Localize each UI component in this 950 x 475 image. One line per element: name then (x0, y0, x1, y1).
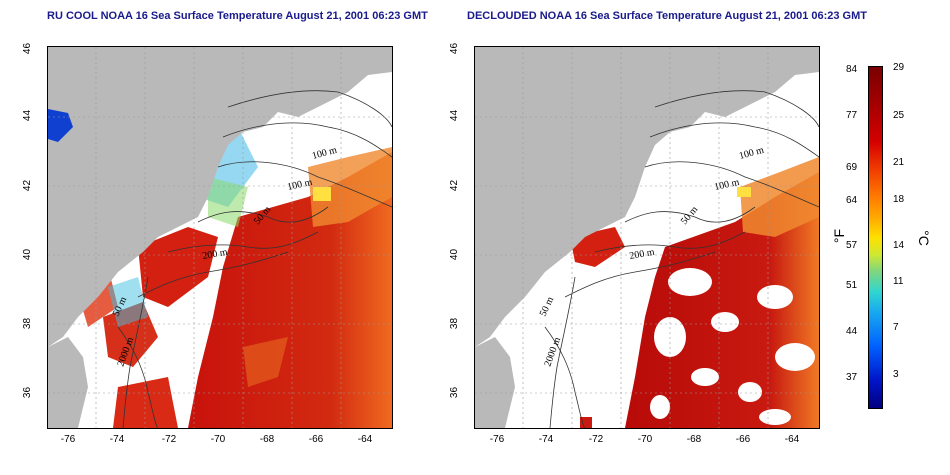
y-tick: 42 (449, 179, 461, 192)
colorbar-f-label: 44 (846, 326, 858, 337)
x-tick: -76 (489, 434, 505, 445)
y-tick: 38 (22, 317, 34, 330)
y-tick: 40 (22, 248, 34, 261)
right-sst-map: 100 m 100 m 50 m 200 m 50 m 2000 m (474, 46, 820, 429)
colorbar-f-label: 64 (846, 195, 858, 206)
contour-label: 100 m (286, 177, 313, 193)
y-tick: 46 (22, 42, 34, 55)
left-panel-title: RU COOL NOAA 16 Sea Surface Temperature … (47, 10, 428, 22)
temperature-colorbar (868, 66, 883, 409)
bathymetry-contours (544, 90, 819, 428)
left-sst-map: 100 m 100 m 50 m 200 m 50 m 2000 m (47, 46, 393, 429)
lat-lon-grid (475, 47, 819, 428)
x-tick: -74 (109, 434, 125, 445)
x-tick: -64 (357, 434, 373, 445)
x-tick: -74 (538, 434, 554, 445)
y-tick: 44 (22, 109, 34, 122)
y-tick: 36 (449, 386, 461, 399)
colorbar-c-label: 18 (893, 194, 905, 205)
colorbar-f-label: 69 (846, 162, 858, 173)
contour-label: 200 m (629, 247, 656, 262)
x-tick: -72 (588, 434, 604, 445)
y-tick: 46 (449, 42, 461, 55)
colorbar-c-label: 14 (893, 240, 905, 251)
y-tick: 40 (449, 248, 461, 261)
y-tick: 42 (22, 179, 34, 192)
colorbar-c-label: 29 (893, 62, 905, 73)
x-tick: -68 (686, 434, 702, 445)
contour-label: 200 m (202, 247, 229, 262)
x-tick: -68 (259, 434, 275, 445)
y-tick: 38 (449, 317, 461, 330)
x-tick: -66 (735, 434, 751, 445)
colorbar-f-label: 37 (846, 372, 858, 383)
y-tick: 44 (449, 109, 461, 122)
colorbar-c-label: 25 (893, 110, 905, 121)
land-mass (475, 47, 819, 347)
x-tick: -64 (784, 434, 800, 445)
colorbar-f-label: 84 (846, 64, 858, 75)
celsius-unit-label: °C (915, 230, 932, 246)
colorbar-c-label: 21 (893, 157, 905, 168)
colorbar-f-label: 57 (846, 240, 858, 251)
right-panel-title: DECLOUDED NOAA 16 Sea Surface Temperatur… (467, 10, 867, 22)
x-tick: -70 (210, 434, 226, 445)
x-tick: -72 (161, 434, 177, 445)
y-tick: 36 (22, 386, 34, 399)
colorbar-c-label: 7 (893, 322, 899, 333)
bathymetry-contours (117, 90, 392, 428)
colorbar-c-label: 11 (893, 276, 904, 287)
colorbar-c-label: 3 (893, 369, 899, 380)
colorbar-f-label: 51 (846, 280, 858, 291)
x-tick: -76 (60, 434, 76, 445)
lat-lon-grid (48, 47, 392, 428)
fahrenheit-unit-label: °F (831, 228, 848, 244)
x-tick: -70 (637, 434, 653, 445)
colorbar-f-label: 77 (846, 110, 858, 121)
land-mass (48, 47, 392, 347)
contour-label: 100 m (713, 177, 740, 193)
x-tick: -66 (308, 434, 324, 445)
